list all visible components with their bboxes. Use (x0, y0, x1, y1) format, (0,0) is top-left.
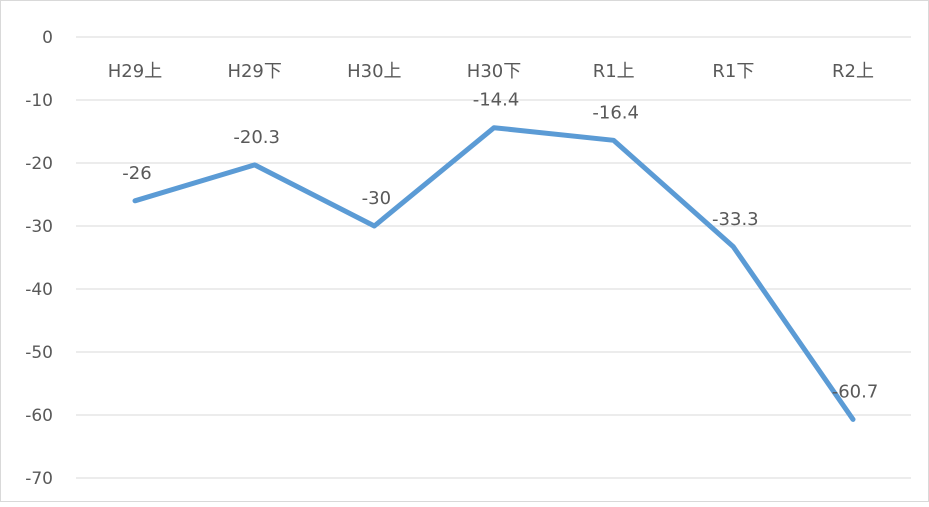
y-tick-label: -50 (25, 343, 53, 363)
data-label: -20.3 (233, 127, 280, 148)
x-tick-label: R1下 (712, 61, 754, 82)
series-line (132, 125, 856, 422)
data-labels: -26 -20.3 -30 -14.4 -16.4 -33.3 -60.7 (122, 90, 878, 403)
y-axis-tick-labels: 0 -10 -20 -30 -40 -50 -60 -70 (25, 28, 53, 489)
x-tick-label: H29上 (108, 61, 162, 82)
gridlines (76, 36, 911, 479)
y-tick-label: -20 (25, 154, 53, 174)
data-label: -14.4 (473, 90, 520, 111)
y-tick-label: -60 (25, 406, 53, 426)
data-label: -60.7 (832, 381, 879, 402)
x-tick-label: H29下 (227, 61, 281, 82)
data-label: -30 (362, 188, 391, 209)
y-tick-label: -10 (25, 91, 53, 111)
x-axis-tick-labels: H29上 H29下 H30上 H30下 R1上 R1下 R2上 (108, 61, 874, 82)
x-tick-label: H30上 (347, 61, 401, 82)
x-tick-label: R2上 (832, 61, 874, 82)
data-label: -26 (122, 163, 151, 184)
data-label: -33.3 (712, 209, 759, 230)
y-tick-label: 0 (42, 28, 53, 48)
x-tick-label: R1上 (593, 61, 635, 82)
y-tick-label: -40 (25, 280, 53, 300)
y-tick-label: -70 (25, 469, 53, 489)
series-line-group (132, 125, 856, 422)
x-tick-label: H30下 (467, 61, 521, 82)
data-label: -16.4 (592, 102, 639, 123)
y-tick-label: -30 (25, 217, 53, 237)
